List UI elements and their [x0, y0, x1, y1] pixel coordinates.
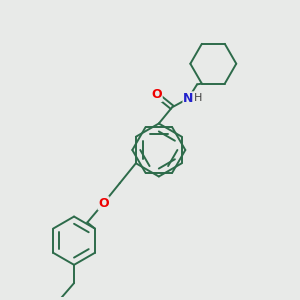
Text: N: N [183, 92, 194, 105]
Text: O: O [152, 88, 162, 101]
Text: H: H [194, 94, 202, 103]
Text: O: O [98, 197, 109, 210]
